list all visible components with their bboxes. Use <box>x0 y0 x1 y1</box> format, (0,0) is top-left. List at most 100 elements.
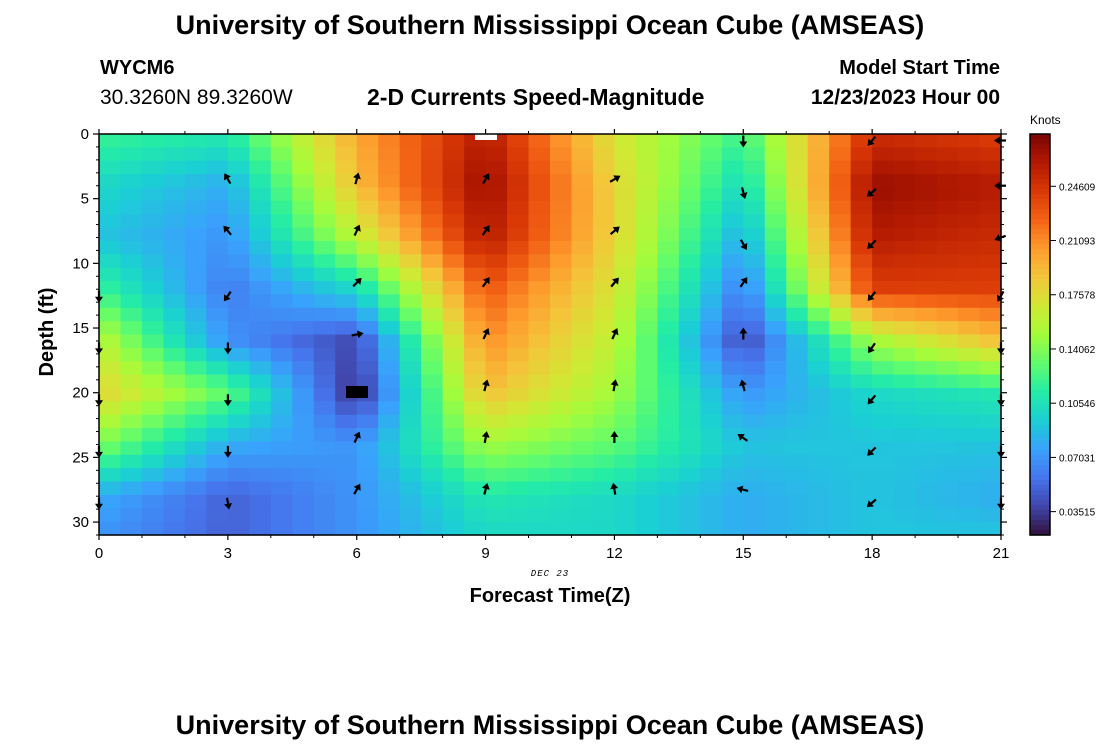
heatmap-cell <box>313 374 336 389</box>
heatmap-cell <box>915 401 938 416</box>
heatmap-cell <box>378 441 401 456</box>
colorbar-band <box>1030 169 1050 175</box>
heatmap-cell <box>356 294 379 309</box>
heatmap-cell <box>99 227 122 242</box>
heatmap-cell <box>399 441 422 456</box>
heatmap-cell <box>571 441 594 456</box>
heatmap-cell <box>99 160 122 175</box>
heatmap-cell <box>979 240 1002 255</box>
heatmap-cell <box>464 387 487 402</box>
heatmap-cell <box>872 174 895 189</box>
heatmap-cell <box>99 414 122 429</box>
heatmap-cell <box>807 200 830 215</box>
heatmap-cell <box>206 508 229 523</box>
colorbar-band <box>1030 404 1050 411</box>
heatmap-cell <box>528 240 551 255</box>
heatmap-cell <box>936 441 959 456</box>
heatmap-cell <box>378 508 401 523</box>
heatmap-cell <box>872 494 895 509</box>
heatmap-cell <box>399 494 422 509</box>
heatmap-cell <box>550 281 573 295</box>
heatmap-cell <box>163 294 186 309</box>
heatmap-cell <box>399 321 422 336</box>
heatmap-cell <box>786 307 809 322</box>
heatmap-cell <box>550 494 573 509</box>
heatmap-cell <box>958 254 981 269</box>
heatmap-cell <box>313 334 336 349</box>
current-arrow <box>867 291 877 302</box>
current-arrow <box>482 328 490 340</box>
heatmap-cell <box>592 374 616 389</box>
heatmap-cell <box>270 307 293 322</box>
current-arrow <box>224 497 233 510</box>
heatmap-cell <box>378 147 401 162</box>
heatmap-cell <box>249 174 272 189</box>
heatmap-cell <box>313 307 336 322</box>
heatmap-cell <box>442 174 465 189</box>
heatmap-cell <box>979 387 1002 402</box>
heatmap-cell <box>507 307 530 322</box>
heatmap-cell <box>313 227 336 242</box>
heatmap-cell <box>270 187 293 202</box>
heatmap-cell <box>335 334 358 349</box>
heatmap-cell <box>270 294 293 309</box>
heatmap-cell <box>270 401 293 416</box>
heatmap-cell <box>378 321 401 336</box>
heatmap-cell <box>184 387 207 402</box>
heatmap-cell <box>829 227 852 242</box>
heatmap-cell <box>635 347 658 362</box>
heatmap-cell <box>893 174 916 189</box>
heatmap-cell <box>528 214 551 229</box>
current-arrow <box>223 342 232 355</box>
heatmap-cell <box>635 454 658 469</box>
current-arrow <box>739 379 747 392</box>
heatmap-cell <box>378 307 401 322</box>
heatmap-cell <box>614 361 637 376</box>
heatmap-cell <box>141 521 165 536</box>
heatmap-cell <box>550 134 573 148</box>
heatmap-cell <box>550 481 573 496</box>
missing-data-marker <box>475 134 497 140</box>
heatmap-cell <box>635 508 658 523</box>
heatmap-cell <box>163 174 186 189</box>
heatmap-cell <box>528 387 551 402</box>
heatmap-cell <box>421 240 444 255</box>
heatmap-cell <box>893 387 916 402</box>
heatmap-cell <box>592 214 616 229</box>
heatmap-cell <box>507 227 530 242</box>
heatmap-cell <box>571 254 594 269</box>
heatmap-cell <box>743 334 766 349</box>
heatmap-cell <box>206 361 229 376</box>
colorbar-band <box>1030 189 1050 195</box>
heatmap-cell <box>979 441 1002 456</box>
heatmap-cell <box>528 468 551 483</box>
heatmap-cell <box>721 521 744 536</box>
colorbar-band <box>1030 264 1050 270</box>
heatmap-cell <box>442 441 465 456</box>
heatmap-cell <box>850 147 873 162</box>
heatmap-cell <box>507 321 530 336</box>
heatmap-cell <box>507 187 530 202</box>
heatmap-cell <box>829 494 852 509</box>
heatmap-cell <box>721 441 744 456</box>
heatmap-cell <box>635 267 658 282</box>
heatmap-cell <box>936 414 959 429</box>
heatmap-cell <box>829 134 852 148</box>
heatmap-cell <box>743 441 766 456</box>
heatmap-cell <box>464 240 487 255</box>
heatmap-cell <box>571 454 594 469</box>
heatmap-cell <box>936 147 959 162</box>
heatmap-cell <box>958 214 981 229</box>
heatmap-cell <box>227 508 250 523</box>
colorbar-band <box>1030 374 1050 381</box>
heatmap-cell <box>184 294 207 309</box>
date-label: DEC 23 <box>530 569 570 579</box>
heatmap-cell <box>227 321 250 336</box>
heatmap-cell <box>764 414 787 429</box>
heatmap-cell <box>829 428 852 443</box>
heatmap-cell <box>120 294 143 309</box>
current-arrow <box>481 225 490 236</box>
heatmap-cell <box>657 441 680 456</box>
heatmap-cell <box>249 160 272 175</box>
heatmap-cell <box>958 454 981 469</box>
